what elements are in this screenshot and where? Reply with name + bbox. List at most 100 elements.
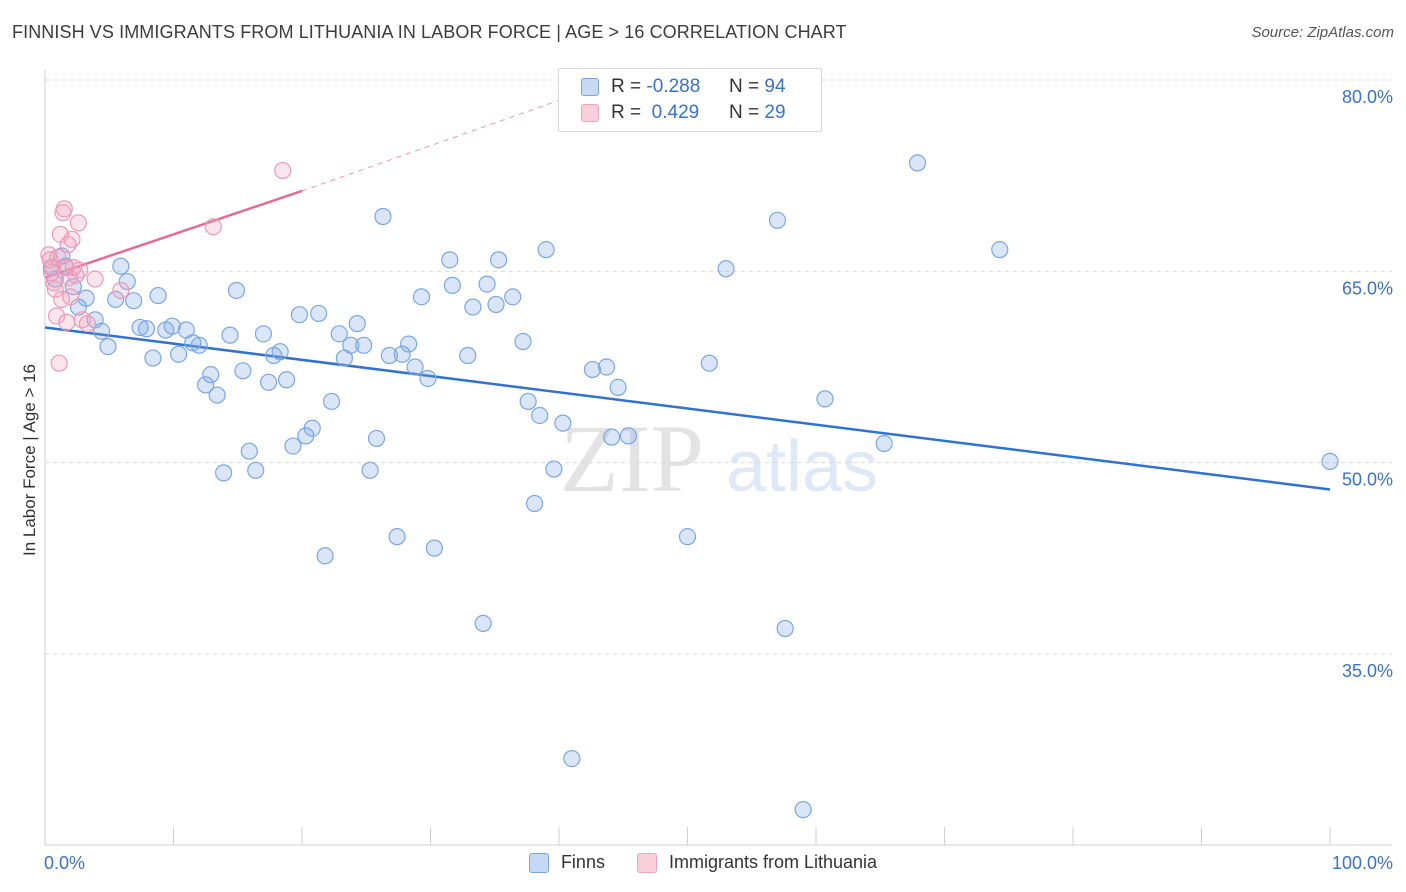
legend-swatch-finns xyxy=(581,78,599,96)
finns-point-90 xyxy=(875,434,893,453)
finns-point-27 xyxy=(215,464,233,482)
lithuania-point-12 xyxy=(55,200,73,218)
lithuania-point-4 xyxy=(45,274,63,292)
finns-point-14 xyxy=(131,318,149,337)
finns-point-69 xyxy=(504,288,522,306)
legend-r-label-finns: R = xyxy=(611,76,642,97)
finns-point-53 xyxy=(380,346,398,365)
trend-line-lithuania-extended xyxy=(301,99,560,192)
finns-point-56 xyxy=(400,335,418,353)
finns-point-45 xyxy=(330,325,348,343)
legend-n-label-lithuania: N = xyxy=(729,102,760,123)
finns-point-15 xyxy=(137,320,156,338)
finns-point-50 xyxy=(361,461,379,479)
y-tick-label-2: 65.0% xyxy=(1342,278,1393,298)
finns-point-31 xyxy=(240,442,258,460)
finns-point-10 xyxy=(107,290,125,308)
finns-point-68 xyxy=(490,251,508,269)
legend-r-value-lithuania: 0.429 xyxy=(651,102,700,123)
finns-point-29 xyxy=(227,281,246,300)
y-tick-label-3: 80.0% xyxy=(1342,87,1393,107)
finns-point-85 xyxy=(717,260,735,278)
finns-point-37 xyxy=(277,371,296,389)
finns-point-61 xyxy=(441,251,459,269)
y-tick-label-0: 35.0% xyxy=(1342,661,1393,681)
finns-point-8 xyxy=(92,322,111,340)
finns-point-86 xyxy=(768,211,787,229)
lithuania-point-18 xyxy=(63,230,81,249)
finns-point-25 xyxy=(202,366,220,384)
legend-n-label-finns: N = xyxy=(729,76,760,97)
legend-n-value-lithuania: 29 xyxy=(764,102,786,123)
finns-point-64 xyxy=(464,298,482,316)
lithuania-point-14 xyxy=(58,313,76,331)
chart-source: Source: ZipAtlas.com xyxy=(1251,24,1394,41)
finns-point-52 xyxy=(374,207,392,226)
finns-point-49 xyxy=(355,336,373,354)
finns-point-48 xyxy=(348,315,366,333)
legend-n-value-finns: 94 xyxy=(764,76,786,97)
finns-point-38 xyxy=(284,437,302,455)
legend-swatch-finns-bottom xyxy=(528,852,549,873)
finns-point-30 xyxy=(234,362,252,380)
data-points xyxy=(40,154,1339,819)
finns-point-47 xyxy=(342,336,360,354)
legend-r-label-lithuania: R = xyxy=(611,102,642,123)
finns-point-75 xyxy=(545,460,563,478)
x-tick-label-1: 100.0% xyxy=(1332,853,1393,873)
x-tick-label-0: 0.0% xyxy=(44,853,85,873)
finns-point-59 xyxy=(419,369,437,388)
finns-point-70 xyxy=(514,332,532,351)
finns-point-17 xyxy=(149,286,167,305)
finns-point-78 xyxy=(583,360,602,379)
finns-point-42 xyxy=(310,304,328,323)
finns-point-32 xyxy=(247,461,265,479)
lithuania-point-6 xyxy=(47,307,66,325)
finns-point-28 xyxy=(221,326,239,344)
finns-point-77 xyxy=(563,749,581,768)
lithuania-point-17 xyxy=(62,288,80,306)
y-tick-label-1: 50.0% xyxy=(1342,470,1393,490)
finns-point-12 xyxy=(118,272,136,291)
finns-point-41 xyxy=(303,419,321,437)
x-tick-labels: 0.0% 100.0% xyxy=(44,853,1393,873)
finns-point-62 xyxy=(443,276,461,294)
finns-point-92 xyxy=(991,241,1009,259)
finns-point-65 xyxy=(474,614,492,632)
finns-point-60 xyxy=(425,539,443,557)
legend-swatch-lithuania xyxy=(581,104,599,122)
finns-point-82 xyxy=(619,427,637,445)
finns-point-57 xyxy=(406,358,424,376)
legend-r-value-finns: -0.288 xyxy=(646,76,701,97)
lithuania-point-26 xyxy=(112,281,130,300)
trend-line-finns xyxy=(44,326,1331,491)
finns-point-23 xyxy=(190,336,208,354)
finns-point-54 xyxy=(388,528,406,546)
legend-item-finns: Finns xyxy=(528,852,605,873)
legend-swatch-lithuania-bottom xyxy=(636,852,657,873)
finns-point-76 xyxy=(554,414,572,432)
legend-label-finns: Finns xyxy=(560,852,605,872)
lithuania-point-28 xyxy=(274,161,292,180)
finns-point-80 xyxy=(603,428,621,446)
axes xyxy=(44,70,1392,846)
lithuania-point-22 xyxy=(71,261,89,279)
lithuania-point-24 xyxy=(78,315,97,333)
finns-point-71 xyxy=(519,392,537,411)
legend-row-lithuania: R = 0.429 N = 29 xyxy=(581,101,786,125)
finns-point-13 xyxy=(125,292,143,310)
finns-point-6 xyxy=(77,289,95,307)
chart-title: FINNISH VS IMMIGRANTS FROM LITHUANIA IN … xyxy=(12,22,847,42)
finns-point-36 xyxy=(271,343,289,361)
finns-point-81 xyxy=(609,378,627,397)
finns-point-44 xyxy=(322,392,341,411)
finns-point-88 xyxy=(794,801,812,819)
finns-point-66 xyxy=(478,275,496,293)
finns-point-11 xyxy=(112,257,130,275)
finns-point-87 xyxy=(776,619,794,638)
finns-point-63 xyxy=(459,346,477,365)
legend-row-finns: R = -0.288 N = 94 xyxy=(581,75,786,99)
lithuania-point-25 xyxy=(86,270,104,288)
finns-point-19 xyxy=(163,317,181,335)
